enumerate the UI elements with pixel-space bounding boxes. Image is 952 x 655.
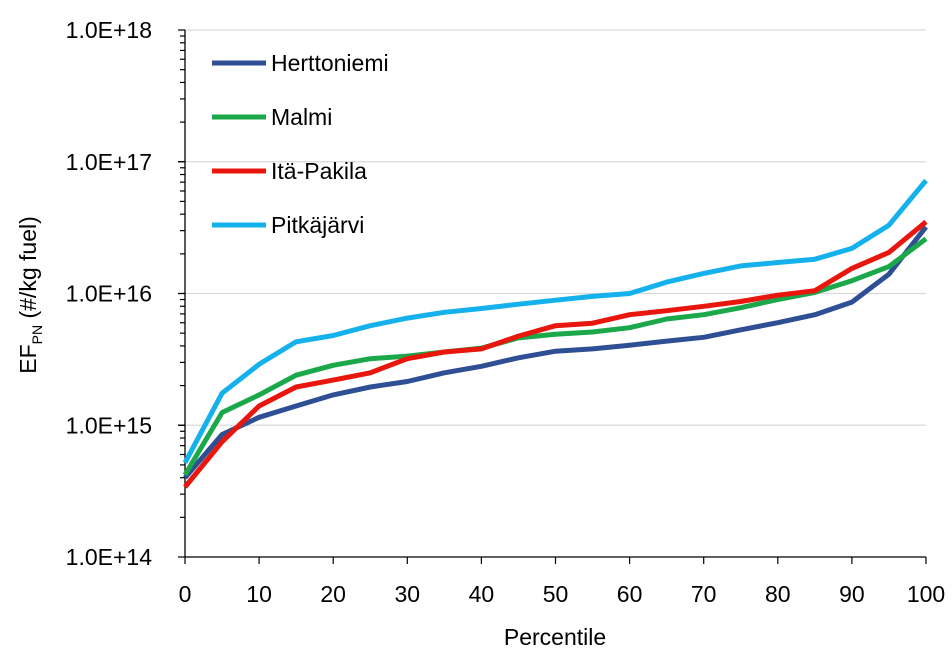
y-axis-title-rest: (#/kg fuel) [15,216,41,325]
x-tick-label: 70 [691,581,717,607]
x-tick-label: 80 [765,581,791,607]
x-tick-label: 50 [543,581,569,607]
series-line-herttoniemi [183,225,928,480]
y-tick-label: 1.0E+17 [66,149,152,175]
x-tick-label: 30 [395,581,421,607]
axes [178,29,927,564]
x-tick-label: 20 [320,581,346,607]
legend-label: Itä-Pakila [271,158,367,184]
x-tick-label: 40 [469,581,495,607]
legend: Herttoniemi Malmi Itä-Pakila Pitkäjärvi [212,50,389,238]
legend-label: Pitkäjärvi [271,212,364,238]
legend-label: Malmi [271,104,332,130]
series-line-pitka-ja-rvi [182,178,928,464]
x-tick-label: 0 [179,581,192,607]
x-tick-labels: 0 10 20 30 40 50 60 70 80 90 100 [179,581,946,607]
legend-label: Herttoniemi [271,50,389,76]
x-tick-label: 100 [907,581,945,607]
y-tick-label: 1.0E+16 [66,281,152,307]
x-tick-label: 60 [617,581,643,607]
y-axis-title: EFPN (#/kg fuel) [15,216,45,374]
x-tick-label: 10 [246,581,272,607]
y-axis-title-main: EF [15,344,41,373]
x-axis-title: Percentile [504,624,606,650]
series-lines [182,178,928,489]
y-tick-label: 1.0E+18 [66,17,152,43]
series-line-malmi [182,236,928,477]
y-tick-label: 1.0E+14 [66,544,153,570]
y-axis-title-subscript: PN [29,325,45,344]
y-tick-labels: 1.0E+14 1.0E+15 1.0E+16 1.0E+17 1.0E+18 [66,17,153,570]
series-line-ita-pakila [183,219,928,489]
x-tick-label: 90 [839,581,865,607]
y-tick-label: 1.0E+15 [66,412,152,438]
